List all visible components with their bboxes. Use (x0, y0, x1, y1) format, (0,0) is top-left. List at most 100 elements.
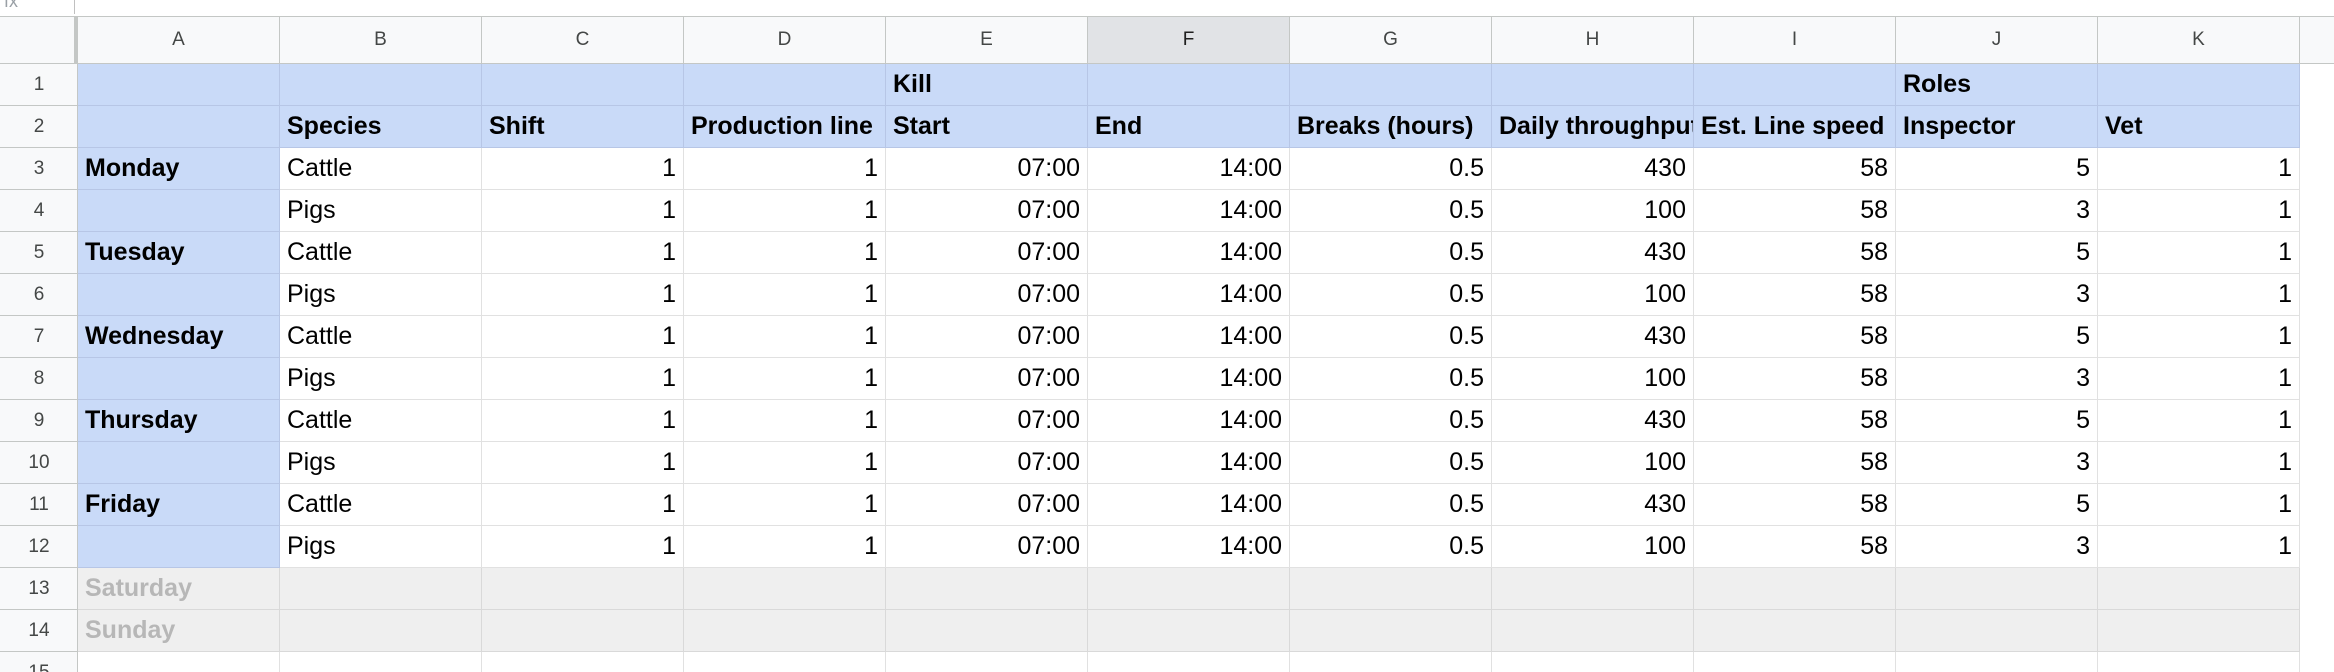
cell-d11[interactable]: 1 (684, 484, 886, 526)
cell-g11[interactable]: 0.5 (1290, 484, 1492, 526)
cell-f11[interactable]: 14:00 (1088, 484, 1290, 526)
column-header-i[interactable]: I (1694, 17, 1896, 63)
cell-f13[interactable] (1088, 568, 1290, 610)
cell-b14[interactable] (280, 610, 482, 652)
cell-c9[interactable]: 1 (482, 400, 684, 442)
row-header-9[interactable]: 9 (0, 400, 78, 442)
cell-i11[interactable]: 58 (1694, 484, 1896, 526)
cell-j1[interactable]: Roles (1896, 64, 2098, 106)
row-header-8[interactable]: 8 (0, 358, 78, 400)
cell-j11[interactable]: 5 (1896, 484, 2098, 526)
cell-i3[interactable]: 58 (1694, 148, 1896, 190)
cell-a3[interactable]: Monday (78, 148, 280, 190)
cell-e13[interactable] (886, 568, 1088, 610)
cell-j15[interactable] (1896, 652, 2098, 672)
cell-d4[interactable]: 1 (684, 190, 886, 232)
cell-b3[interactable]: Cattle (280, 148, 482, 190)
cell-b11[interactable]: Cattle (280, 484, 482, 526)
cell-a13[interactable]: Saturday (78, 568, 280, 610)
cell-b9[interactable]: Cattle (280, 400, 482, 442)
cell-g7[interactable]: 0.5 (1290, 316, 1492, 358)
row-header-10[interactable]: 10 (0, 442, 78, 484)
cell-j3[interactable]: 5 (1896, 148, 2098, 190)
cell-j6[interactable]: 3 (1896, 274, 2098, 316)
cell-c13[interactable] (482, 568, 684, 610)
cell-d8[interactable]: 1 (684, 358, 886, 400)
cell-b12[interactable]: Pigs (280, 526, 482, 568)
cell-c8[interactable]: 1 (482, 358, 684, 400)
cell-k4[interactable]: 1 (2098, 190, 2300, 232)
row-header-2[interactable]: 2 (0, 106, 78, 148)
cell-e14[interactable] (886, 610, 1088, 652)
cell-a14[interactable]: Sunday (78, 610, 280, 652)
column-header-j[interactable]: J (1896, 17, 2098, 63)
cell-f4[interactable]: 14:00 (1088, 190, 1290, 232)
cell-g9[interactable]: 0.5 (1290, 400, 1492, 442)
cell-g5[interactable]: 0.5 (1290, 232, 1492, 274)
cell-d14[interactable] (684, 610, 886, 652)
cell-j13[interactable] (1896, 568, 2098, 610)
cell-f8[interactable]: 14:00 (1088, 358, 1290, 400)
column-header-e[interactable]: E (886, 17, 1088, 63)
cell-g13[interactable] (1290, 568, 1492, 610)
cell-i10[interactable]: 58 (1694, 442, 1896, 484)
row-header-11[interactable]: 11 (0, 484, 78, 526)
cell-j8[interactable]: 3 (1896, 358, 2098, 400)
cell-f15[interactable] (1088, 652, 1290, 672)
row-header-12[interactable]: 12 (0, 526, 78, 568)
cell-a7[interactable]: Wednesday (78, 316, 280, 358)
cell-b10[interactable]: Pigs (280, 442, 482, 484)
cell-k13[interactable] (2098, 568, 2300, 610)
cell-c14[interactable] (482, 610, 684, 652)
row-header-5[interactable]: 5 (0, 232, 78, 274)
cell-i5[interactable]: 58 (1694, 232, 1896, 274)
cell-c3[interactable]: 1 (482, 148, 684, 190)
cell-f5[interactable]: 14:00 (1088, 232, 1290, 274)
cell-a12[interactable] (78, 526, 280, 568)
cell-i15[interactable] (1694, 652, 1896, 672)
cell-j14[interactable] (1896, 610, 2098, 652)
cell-d5[interactable]: 1 (684, 232, 886, 274)
cell-h6[interactable]: 100 (1492, 274, 1694, 316)
column-header-g[interactable]: G (1290, 17, 1492, 63)
column-header-h[interactable]: H (1492, 17, 1694, 63)
cell-k7[interactable]: 1 (2098, 316, 2300, 358)
cell-e10[interactable]: 07:00 (886, 442, 1088, 484)
cell-c11[interactable]: 1 (482, 484, 684, 526)
cell-g4[interactable]: 0.5 (1290, 190, 1492, 232)
row-header-1[interactable]: 1 (0, 64, 78, 106)
cell-k8[interactable]: 1 (2098, 358, 2300, 400)
cell-i6[interactable]: 58 (1694, 274, 1896, 316)
cell-b6[interactable]: Pigs (280, 274, 482, 316)
cell-h2[interactable]: Daily throughput (1492, 106, 1694, 148)
cell-c1[interactable] (482, 64, 684, 106)
cell-b4[interactable]: Pigs (280, 190, 482, 232)
column-header-b[interactable]: B (280, 17, 482, 63)
cell-j5[interactable]: 5 (1896, 232, 2098, 274)
cell-b5[interactable]: Cattle (280, 232, 482, 274)
cell-c15[interactable] (482, 652, 684, 672)
cell-e5[interactable]: 07:00 (886, 232, 1088, 274)
column-header-d[interactable]: D (684, 17, 886, 63)
cell-k10[interactable]: 1 (2098, 442, 2300, 484)
cell-a1[interactable] (78, 64, 280, 106)
column-header-k[interactable]: K (2098, 17, 2300, 63)
cell-f12[interactable]: 14:00 (1088, 526, 1290, 568)
cell-h3[interactable]: 430 (1492, 148, 1694, 190)
cell-g8[interactable]: 0.5 (1290, 358, 1492, 400)
row-header-6[interactable]: 6 (0, 274, 78, 316)
cell-e7[interactable]: 07:00 (886, 316, 1088, 358)
cell-h12[interactable]: 100 (1492, 526, 1694, 568)
cell-f14[interactable] (1088, 610, 1290, 652)
cell-a2[interactable] (78, 106, 280, 148)
cell-e15[interactable] (886, 652, 1088, 672)
row-header-4[interactable]: 4 (0, 190, 78, 232)
cell-i14[interactable] (1694, 610, 1896, 652)
cell-h8[interactable]: 100 (1492, 358, 1694, 400)
cell-e12[interactable]: 07:00 (886, 526, 1088, 568)
cell-c6[interactable]: 1 (482, 274, 684, 316)
cell-b1[interactable] (280, 64, 482, 106)
cell-d9[interactable]: 1 (684, 400, 886, 442)
cell-h13[interactable] (1492, 568, 1694, 610)
cell-g6[interactable]: 0.5 (1290, 274, 1492, 316)
